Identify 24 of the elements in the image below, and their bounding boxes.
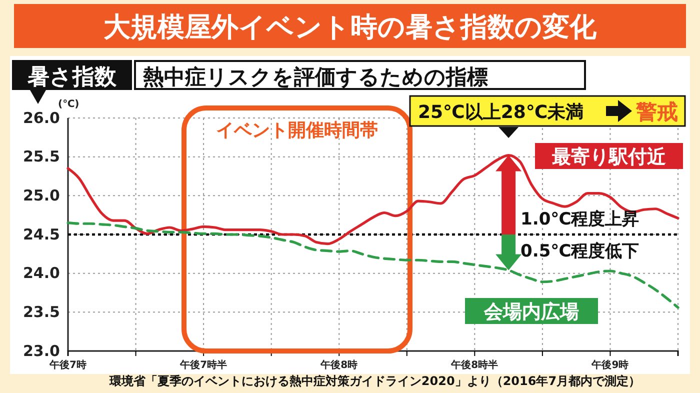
y-tick-label: 26.0: [22, 108, 60, 127]
y-tick-label: 24.5: [22, 225, 60, 244]
x-tick-label: 午後7時: [48, 359, 86, 371]
y-tick-label: 25.0: [22, 186, 60, 204]
annotation: 25℃以上28℃未満: [418, 102, 584, 123]
x-tick-label: 午後7時半: [179, 359, 228, 371]
y-tick-label: 24.0: [22, 264, 60, 282]
y-axis-title: (℃): [58, 99, 80, 110]
text: 暑さ指数: [26, 65, 118, 90]
y-tick-label: 23.5: [22, 302, 60, 321]
x-tick-label: 午後9時: [590, 359, 629, 371]
chart-title: 大規模屋外イベント時の暑さ指数の変化: [104, 12, 598, 43]
series-label: 最寄り駅付近: [551, 146, 667, 168]
annotation: イベント開催時間帯: [216, 120, 378, 141]
annotation: 0.5℃程度低下: [520, 242, 640, 262]
x-tick-label: 午後8時半: [450, 359, 498, 371]
x-tick-label: 午後8時: [320, 359, 358, 371]
annotation: 警戒: [635, 100, 678, 124]
y-tick-label: 23.0: [22, 342, 60, 360]
text: 環境省「夏季のイベントにおける熱中症対策ガイドライン2020」より（2016年7月都内で測定）: [108, 374, 641, 388]
series-label: 会場内広場: [483, 301, 579, 323]
chart-subtitle: 熱中症リスクを評価するための指標: [142, 65, 488, 89]
annotation: 1.0℃程度上昇: [520, 210, 640, 230]
y-tick-label: 25.5: [22, 148, 60, 166]
